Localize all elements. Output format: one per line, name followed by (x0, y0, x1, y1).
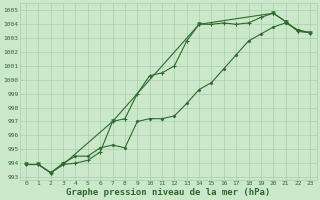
X-axis label: Graphe pression niveau de la mer (hPa): Graphe pression niveau de la mer (hPa) (66, 188, 270, 197)
